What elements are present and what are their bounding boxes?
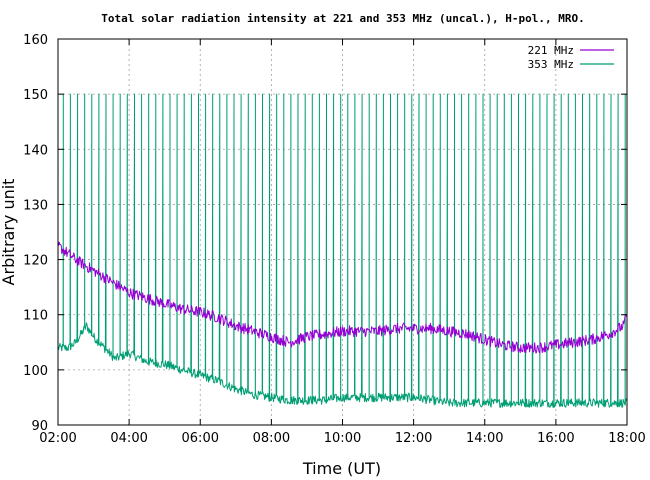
x-tick-label: 12:00 [395, 431, 432, 446]
y-tick-label: 120 [23, 254, 48, 269]
y-tick-label: 110 [23, 309, 48, 324]
x-tick-label: 08:00 [253, 431, 290, 446]
series-353-line [57, 93, 628, 408]
y-tick-label: 130 [23, 198, 48, 213]
legend-label-221: 221 MHz [528, 44, 574, 57]
y-tick-label: 100 [23, 364, 48, 379]
x-tick-label: 10:00 [324, 431, 361, 446]
y-tick-label: 160 [23, 33, 48, 48]
x-axis-label: Time (UT) [302, 459, 381, 478]
x-tick-label: 06:00 [182, 431, 219, 446]
x-tick-label: 16:00 [537, 431, 574, 446]
y-tick-label: 140 [23, 143, 48, 158]
x-tick-label: 02:00 [39, 431, 76, 446]
y-tick-label: 150 [23, 88, 48, 103]
x-tick-label: 04:00 [110, 431, 147, 446]
axis-ticks: 02:00 04:00 06:00 08:00 10:00 12:00 14:00 16:00… [23, 33, 646, 446]
chart-title: Total solar radiation intensity at 221 a… [101, 12, 584, 25]
y-tick-label: 90 [31, 419, 48, 434]
y-axis-label: Arbitrary unit [0, 179, 18, 286]
x-tick-label: 14:00 [466, 431, 503, 446]
series-221-line [57, 240, 628, 354]
x-tick-label: 18:00 [608, 431, 645, 446]
plot-area [57, 93, 628, 408]
legend-label-353: 353 MHz [528, 58, 574, 71]
legend: 221 MHz 353 MHz [528, 44, 614, 71]
grid [58, 39, 627, 425]
